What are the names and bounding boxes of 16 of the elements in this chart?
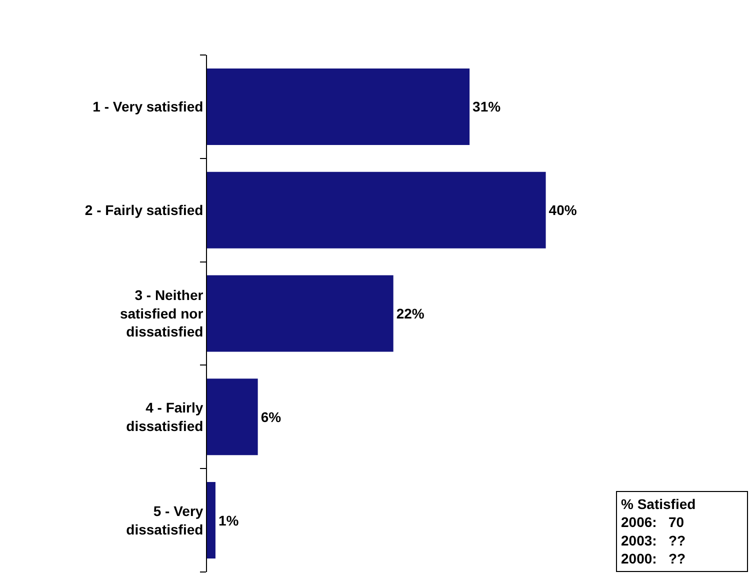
data-label: 31% [472,98,502,115]
data-label: 22% [396,306,425,322]
y-tick-label: 3 - Neither satisfied nor dissatisfied [120,287,204,340]
bar [207,378,258,456]
y-tick-label: 2 - Fairly satisfied [84,202,204,218]
data-label: 1% [218,512,240,528]
data-label: 40% [548,202,578,218]
bar [207,68,470,145]
text: % Satisfied 2006: 70 2003: ?? 2000: ?? [621,496,696,567]
y-tick-label: 4 - Fairly dissatisfied [126,400,204,434]
bar [207,275,394,352]
data-label: 6% [260,408,282,425]
bar [207,482,216,559]
y-tick-label: 5 - Very dissatisfied [126,503,204,538]
y-tick-label: 1 - Very satisfied [92,98,204,115]
bar [207,172,546,248]
